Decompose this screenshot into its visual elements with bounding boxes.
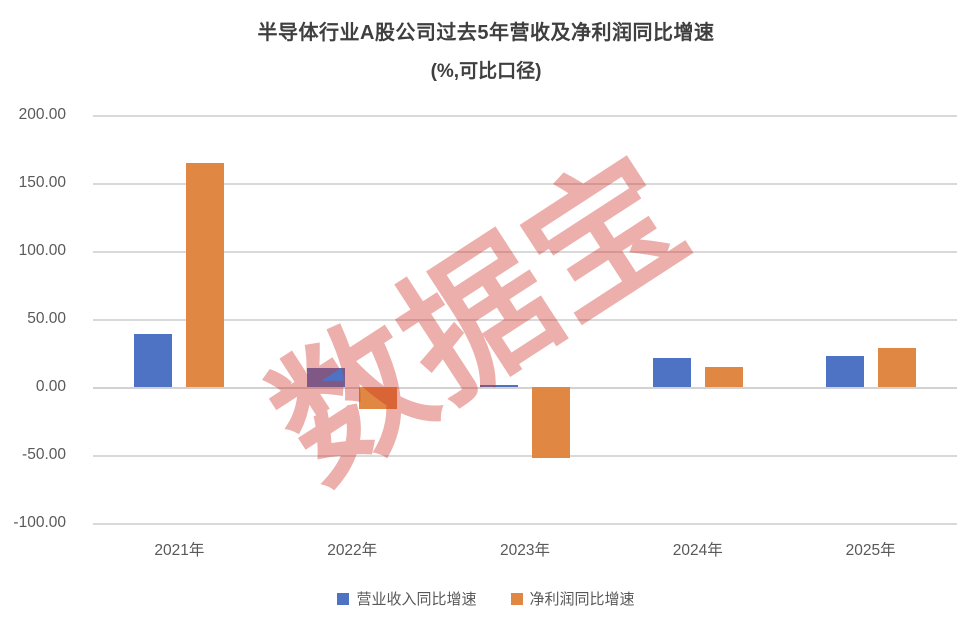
bar-profit-2025年 [877, 347, 916, 387]
y-tick-label: -100.00 [13, 514, 66, 531]
bar-revenue-2022年 [307, 367, 346, 387]
y-tick-label: 150.00 [18, 174, 66, 191]
legend-item-revenue: 营业收入同比增速 [337, 588, 477, 609]
gridline [93, 319, 957, 321]
bar-profit-2024年 [704, 366, 743, 387]
chart-title: 半导体行业A股公司过去5年营收及净利润同比增速 [257, 22, 715, 44]
bar-revenue-2025年 [825, 355, 864, 387]
bar-revenue-2024年 [652, 358, 691, 387]
gridline [93, 251, 957, 253]
bar-revenue-2021年 [134, 333, 173, 387]
gridline [93, 455, 957, 457]
y-tick-label: 0.00 [35, 378, 66, 395]
legend-swatch-revenue-icon [337, 592, 350, 605]
gridline [93, 183, 957, 185]
bar-profit-2021年 [186, 162, 225, 387]
legend-label-profit: 净利润同比增速 [529, 591, 635, 608]
y-axis: 200.00 150.00 100.00 50.00 0.00 -50.00 -100.00 [0, 106, 80, 531]
bar-profit-2023年 [532, 387, 570, 458]
plot-area [93, 115, 957, 525]
zero-gridline [93, 387, 957, 389]
y-tick-label: -50.00 [22, 446, 66, 463]
x-tick-label: 2025年 [845, 542, 896, 559]
y-tick-label: 100.00 [18, 242, 66, 259]
legend: 营业收入同比增速 净利润同比增速 [0, 588, 972, 609]
chart-subtitle: (%,可比口径) [430, 61, 542, 82]
gridline [93, 523, 957, 525]
x-tick-label: 2024年 [672, 542, 723, 559]
y-tick-label: 200.00 [18, 106, 66, 123]
y-tick-label: 50.00 [27, 310, 66, 327]
x-tick-label: 2021年 [154, 542, 205, 559]
x-tick-label: 2023年 [500, 542, 550, 559]
x-tick-label: 2022年 [327, 542, 378, 559]
legend-swatch-profit-icon [510, 592, 523, 605]
legend-item-profit: 净利润同比增速 [510, 588, 635, 609]
gridline [93, 115, 957, 117]
x-axis: 2021年 2022年 2023年 2024年 2025年 [93, 538, 957, 562]
legend-label-revenue: 营业收入同比增速 [356, 591, 477, 608]
bar-revenue-2023年 [480, 385, 518, 387]
bar-profit-2022年 [359, 387, 398, 409]
